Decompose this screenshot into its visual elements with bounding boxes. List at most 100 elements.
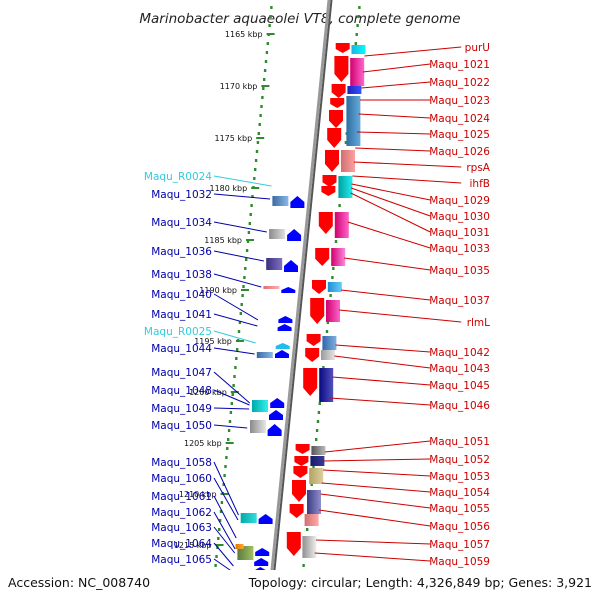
gene-label-right: Maqu_1037 bbox=[429, 295, 490, 307]
tick-dot bbox=[249, 213, 252, 216]
tick-dot bbox=[262, 87, 265, 90]
gene-label-right: Maqu_1056 bbox=[429, 521, 490, 533]
leader-line bbox=[320, 493, 431, 509]
leader-line bbox=[352, 175, 462, 184]
gene-label-right: Maqu_1053 bbox=[429, 471, 490, 483]
tick-dot bbox=[244, 267, 247, 270]
scale-label: 1195 kbp bbox=[194, 337, 232, 346]
tick-dot bbox=[332, 267, 335, 270]
leader-line bbox=[213, 526, 236, 554]
gene-arrow-reverse bbox=[284, 260, 298, 272]
tick-dot bbox=[251, 195, 254, 198]
tick-dot bbox=[316, 420, 320, 423]
tick-dot bbox=[356, 24, 359, 27]
gene-arrow-reverse bbox=[258, 514, 273, 524]
leader-line bbox=[361, 81, 431, 89]
scale-label: 1200 kbp bbox=[189, 388, 227, 397]
tick-dot bbox=[306, 528, 309, 531]
accession-text: Accession: NC_008740 bbox=[8, 575, 150, 590]
gene-arrow-forward bbox=[335, 43, 350, 53]
tick-dot bbox=[246, 240, 250, 243]
gene-feature-box bbox=[350, 58, 365, 86]
gene-arrow-forward bbox=[292, 480, 306, 502]
tick-dot bbox=[230, 402, 233, 405]
leader-line bbox=[315, 539, 431, 545]
left-gene-labels: Maqu_R0024 Maqu_1032 Maqu_1034 Maqu_1036 Maq… bbox=[144, 171, 272, 573]
tick-dot bbox=[331, 276, 334, 279]
gene-label-left: Maqu_1065 bbox=[151, 554, 212, 566]
gene-feature-box bbox=[252, 400, 268, 412]
tick-dot bbox=[302, 564, 305, 567]
gene-feature-box bbox=[272, 196, 289, 206]
tick-dot bbox=[265, 51, 269, 54]
leader-line bbox=[213, 193, 271, 200]
leader-line bbox=[338, 309, 462, 323]
tick-dot bbox=[315, 438, 318, 441]
gene-feature-box bbox=[341, 150, 355, 172]
gene-label-right: rpsA bbox=[466, 162, 490, 174]
scale-label: 1170 kbp bbox=[220, 82, 258, 91]
leader-line bbox=[213, 347, 255, 355]
gene-label-right: Maqu_1033 bbox=[429, 243, 490, 255]
tick-dot bbox=[315, 429, 319, 432]
tick-dot bbox=[325, 330, 329, 333]
gene-arrow-reverse bbox=[269, 410, 283, 420]
tick-dot bbox=[234, 366, 237, 369]
tick-dot bbox=[344, 141, 348, 144]
gene-arrow-forward bbox=[293, 466, 308, 478]
tick-dot bbox=[243, 276, 246, 279]
gene-label-left: Maqu_1034 bbox=[151, 217, 212, 229]
scale-labels: 1165 kbp 1170 kbp 1175 kbp 1180 kbp 1185 kbp… bbox=[174, 30, 275, 550]
gene-label-right: Maqu_1031 bbox=[429, 227, 490, 239]
gene-feature-box bbox=[269, 229, 286, 239]
gene-arrow-reverse bbox=[281, 287, 296, 293]
gene-feature-box bbox=[319, 368, 334, 402]
gene-feature-orange bbox=[235, 544, 244, 549]
gene-label-right: Maqu_1054 bbox=[429, 487, 490, 499]
gene-label-right: Maqu_1035 bbox=[429, 265, 490, 277]
leader-line bbox=[344, 257, 431, 271]
leader-line bbox=[355, 147, 431, 152]
gene-arrow-forward bbox=[321, 186, 336, 196]
gene-arrow-forward bbox=[330, 98, 345, 108]
gene-label-right: Maqu_1057 bbox=[429, 539, 490, 551]
gene-feature-box bbox=[351, 45, 366, 54]
gene-label-right: Maqu_1024 bbox=[429, 113, 490, 125]
leader-line bbox=[213, 175, 272, 187]
gene-feature-box bbox=[263, 286, 280, 289]
genome-summary-text: Topology: circular; Length: 4,326,849 bp… bbox=[248, 575, 592, 590]
leader-line bbox=[213, 461, 239, 516]
leader-line bbox=[322, 469, 431, 477]
leader-line bbox=[332, 376, 431, 386]
tick-dot bbox=[259, 114, 262, 117]
tick-dot bbox=[269, 15, 272, 18]
tick-dot bbox=[240, 303, 243, 306]
tick-dot bbox=[236, 348, 239, 351]
leader-line bbox=[213, 477, 239, 521]
leader-line bbox=[213, 250, 264, 262]
gene-arrow-forward bbox=[295, 444, 310, 454]
tick-dot bbox=[355, 33, 358, 36]
gene-arrow-reverse bbox=[275, 350, 289, 358]
tick-dot bbox=[263, 69, 267, 72]
gene-label-left: Maqu_R0024 bbox=[144, 171, 212, 183]
scale-label: 1205 kbp bbox=[184, 439, 222, 448]
gene-label-left: Maqu_1044 bbox=[151, 343, 212, 355]
gene-label-right: Maqu_1023 bbox=[429, 95, 490, 107]
gene-label-left: Maqu_1048 bbox=[151, 385, 212, 397]
tick-dot bbox=[223, 474, 226, 477]
gene-label-left: Maqu_1060 bbox=[151, 473, 212, 485]
leader-line bbox=[213, 424, 248, 429]
leader-line bbox=[358, 113, 431, 119]
gene-feature-box bbox=[310, 456, 325, 466]
tick-dot bbox=[225, 456, 228, 459]
tick-dot bbox=[260, 105, 263, 108]
leader-line bbox=[213, 313, 258, 327]
tick-dot bbox=[248, 222, 251, 225]
tick-dot bbox=[224, 465, 227, 468]
gene-label-right: Maqu_1046 bbox=[429, 400, 490, 412]
leader-line bbox=[213, 407, 250, 410]
gene-arrow-forward bbox=[329, 110, 343, 128]
gene-feature-box bbox=[266, 258, 283, 270]
gene-arrow-reverse bbox=[267, 424, 282, 436]
